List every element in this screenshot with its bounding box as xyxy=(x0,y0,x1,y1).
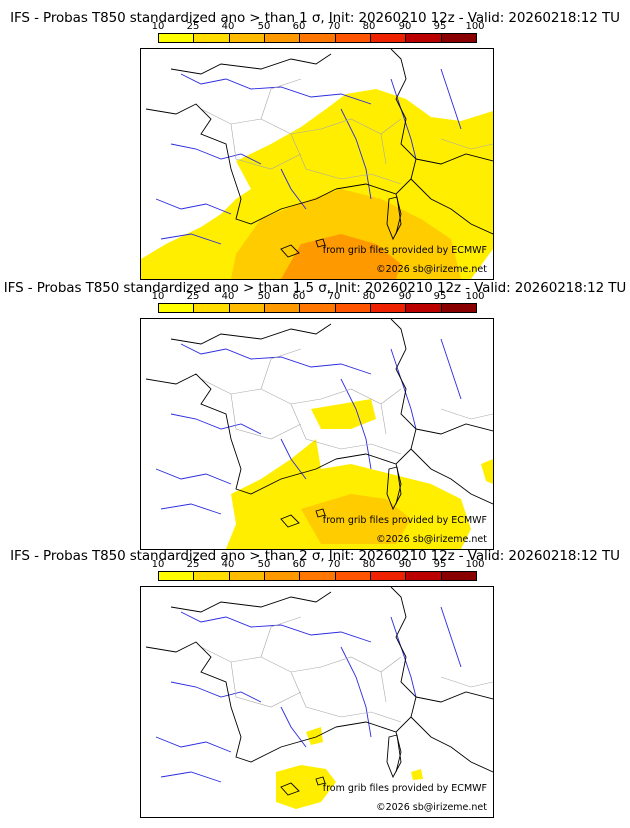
prob-area-north xyxy=(311,399,376,429)
source-credit: from grib files provided by ECMWF xyxy=(322,245,487,256)
source-credit: from grib files provided by ECMWF xyxy=(322,515,487,526)
colorbar-cell xyxy=(229,572,265,580)
rivers xyxy=(155,338,462,515)
coastlines xyxy=(145,49,493,258)
colorbar-cell xyxy=(300,34,336,42)
prob-area-east xyxy=(451,169,493,219)
colorbar-cell xyxy=(370,572,407,580)
colorbar-cell xyxy=(370,34,407,42)
colorbar-cell xyxy=(194,304,230,312)
coastlines xyxy=(145,587,493,796)
probability-map: from grib files provided by ECMWF ©2026 … xyxy=(140,318,494,550)
colorbar-cell xyxy=(300,572,336,580)
prob-area-coast xyxy=(306,727,323,745)
colorbar-cell xyxy=(441,572,476,580)
colorbar-labels: 10 25 40 50 60 70 80 90 95 100 xyxy=(152,21,485,32)
colorbar-cell xyxy=(335,572,371,580)
regional-borders xyxy=(200,348,493,455)
colorbar-tick: 40 xyxy=(221,291,235,302)
colorbar-tick: 95 xyxy=(433,291,447,302)
colorbar-tick: 25 xyxy=(186,21,200,32)
colorbar-cell xyxy=(159,304,195,312)
colorbar-cell xyxy=(335,34,371,42)
colorbar-labels: 10 25 40 50 60 70 80 90 95 100 xyxy=(152,559,485,570)
colorbar-cell xyxy=(194,572,230,580)
colorbar-tick: 80 xyxy=(362,291,376,302)
panel-1-5-sigma: IFS - Probas T850 standardized ano > tha… xyxy=(0,270,630,550)
panel-title: IFS - Probas T850 standardized ano > tha… xyxy=(10,548,620,564)
map-svg xyxy=(145,587,493,809)
colorbar-tick: 50 xyxy=(257,559,271,570)
panel-title: IFS - Probas T850 standardized ano > tha… xyxy=(3,280,627,296)
colorbar-tick: 25 xyxy=(186,291,200,302)
colorbar-cell xyxy=(194,34,230,42)
colorbar-tick: 70 xyxy=(327,291,341,302)
colorbar-tick: 60 xyxy=(292,291,306,302)
probability-map: from grib files provided by ECMWF ©2026 … xyxy=(140,586,494,818)
colorbar-tick: 50 xyxy=(257,21,271,32)
colorbar-cell xyxy=(229,34,265,42)
colorbar-cell xyxy=(264,34,301,42)
colorbar-labels: 10 25 40 50 60 70 80 90 95 100 xyxy=(152,291,485,302)
copyright-credit: ©2026 sb@irizeme.net xyxy=(376,264,487,275)
colorbar-cell xyxy=(300,304,336,312)
colorbar-tick: 90 xyxy=(398,21,412,32)
source-credit: from grib files provided by ECMWF xyxy=(322,783,487,794)
map-svg xyxy=(145,319,493,549)
colorbar-tick: 10 xyxy=(151,21,165,32)
colorbar xyxy=(158,33,477,43)
colorbar-tick: 50 xyxy=(257,291,271,302)
colorbar-cell xyxy=(441,304,476,312)
colorbar-tick: 10 xyxy=(151,291,165,302)
colorbar-cell xyxy=(159,572,195,580)
colorbar-cell xyxy=(229,304,265,312)
colorbar-tick: 95 xyxy=(433,21,447,32)
rivers xyxy=(155,68,462,245)
prob-area-mid xyxy=(301,494,411,544)
prob-area-high xyxy=(281,234,401,279)
colorbar-cell xyxy=(264,572,301,580)
colorbar-tick: 90 xyxy=(398,291,412,302)
colorbar-cell xyxy=(441,34,476,42)
colorbar-tick: 95 xyxy=(433,559,447,570)
colorbar-tick: 40 xyxy=(221,559,235,570)
regional-borders xyxy=(200,78,493,185)
coastlines xyxy=(145,319,493,528)
colorbar-tick: 80 xyxy=(362,21,376,32)
prob-area-east xyxy=(481,459,493,484)
panel-1-sigma: IFS - Probas T850 standardized ano > tha… xyxy=(0,0,630,280)
colorbar-tick: 80 xyxy=(362,559,376,570)
prob-area-low xyxy=(226,439,471,549)
colorbar-tick: 40 xyxy=(221,21,235,32)
colorbar-tick: 70 xyxy=(327,559,341,570)
colorbar-tick: 10 xyxy=(151,559,165,570)
copyright-credit: ©2026 sb@irizeme.net xyxy=(376,802,487,813)
panel-2-sigma: IFS - Probas T850 standardized ano > tha… xyxy=(0,538,630,828)
rivers xyxy=(155,606,462,783)
colorbar-cell xyxy=(159,34,195,42)
colorbar-tick: 100 xyxy=(465,291,485,302)
colorbar-tick: 70 xyxy=(327,21,341,32)
prob-area-small xyxy=(411,769,423,780)
colorbar-tick: 90 xyxy=(398,559,412,570)
panel-title: IFS - Probas T850 standardized ano > tha… xyxy=(10,10,620,26)
colorbar-tick: 100 xyxy=(465,21,485,32)
colorbar-cell xyxy=(264,304,301,312)
colorbar xyxy=(158,571,477,581)
map-svg xyxy=(141,49,493,279)
colorbar-tick: 60 xyxy=(292,21,306,32)
copyright-credit: ©2026 sb@irizeme.net xyxy=(376,534,487,545)
colorbar-cell xyxy=(406,572,442,580)
colorbar-cell xyxy=(335,304,371,312)
colorbar-tick: 25 xyxy=(186,559,200,570)
colorbar-tick: 100 xyxy=(465,559,485,570)
regional-borders xyxy=(200,616,493,723)
colorbar xyxy=(158,303,477,313)
prob-area-south xyxy=(276,765,336,809)
colorbar-cell xyxy=(406,34,442,42)
colorbar-tick: 60 xyxy=(292,559,306,570)
colorbar-cell xyxy=(406,304,442,312)
colorbar-cell xyxy=(370,304,407,312)
probability-map: from grib files provided by ECMWF ©2026 … xyxy=(140,48,494,280)
